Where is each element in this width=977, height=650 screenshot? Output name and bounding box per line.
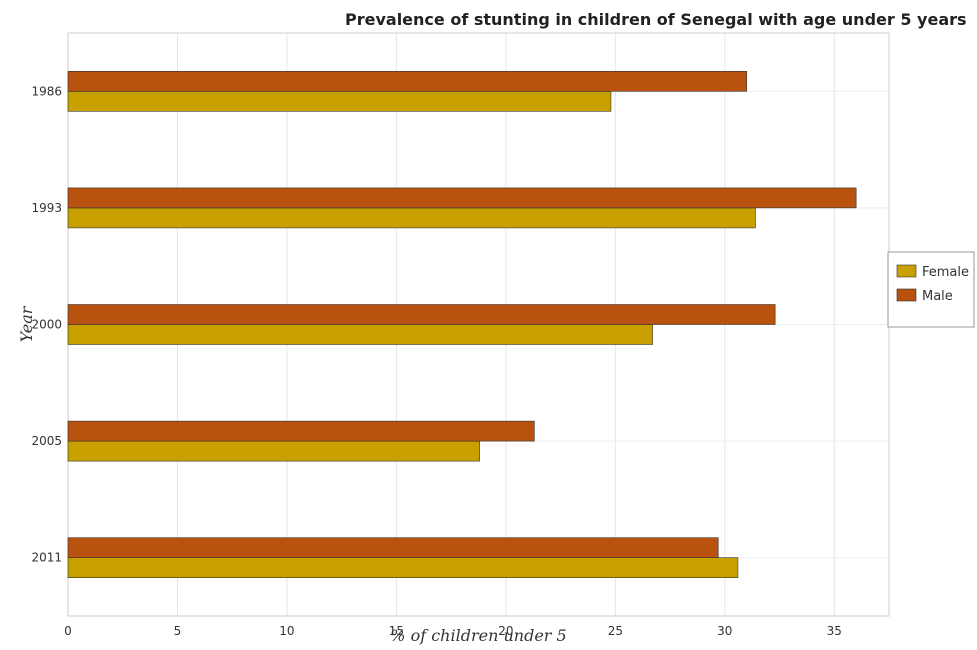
x-tick-label: 25	[608, 624, 623, 638]
bar-male-1993	[67, 187, 857, 209]
y-tick-label: 2000	[31, 318, 62, 332]
legend-swatch-male	[896, 288, 917, 302]
y-tick-label: 2005	[31, 434, 62, 448]
bar-male-2000	[67, 304, 776, 325]
y-tick-label: 1986	[31, 84, 62, 98]
legend-label-female: Female	[922, 265, 969, 280]
bar-female-2005	[67, 440, 480, 462]
x-tick-label: 35	[827, 624, 842, 638]
x-tick-label: 30	[717, 624, 732, 638]
x-tick-label: 5	[174, 624, 182, 638]
y-tick-label: 1993	[31, 201, 62, 215]
x-tick-label: 15	[389, 624, 404, 638]
bar-female-1993	[67, 207, 756, 229]
y-tick-labels: 1986 1993 2000 2005 2011	[31, 84, 62, 564]
bars	[67, 71, 857, 579]
x-tick-label: 0	[64, 624, 72, 638]
x-tick-labels: 0 5 10 15 20 25 30 35	[64, 624, 842, 638]
bar-male-1986	[67, 71, 747, 92]
legend-label-male: Male	[922, 289, 953, 304]
y-axis-label: Year	[17, 305, 36, 342]
bar-male-2011	[67, 537, 719, 559]
x-tick-label: 20	[498, 624, 513, 638]
legend-swatch-female	[896, 264, 917, 278]
legend: Female Male	[887, 251, 975, 328]
bar-male-2005	[67, 420, 535, 442]
x-axis-label: % of children under 5	[390, 626, 566, 645]
y-tick-label: 2011	[31, 551, 62, 565]
x-tick-label: 10	[279, 624, 294, 638]
chart-title: Prevalence of stunting in children of Se…	[345, 10, 967, 29]
bar-female-2011	[67, 557, 739, 579]
bar-female-1986	[67, 91, 612, 112]
bar-female-2000	[67, 324, 653, 345]
